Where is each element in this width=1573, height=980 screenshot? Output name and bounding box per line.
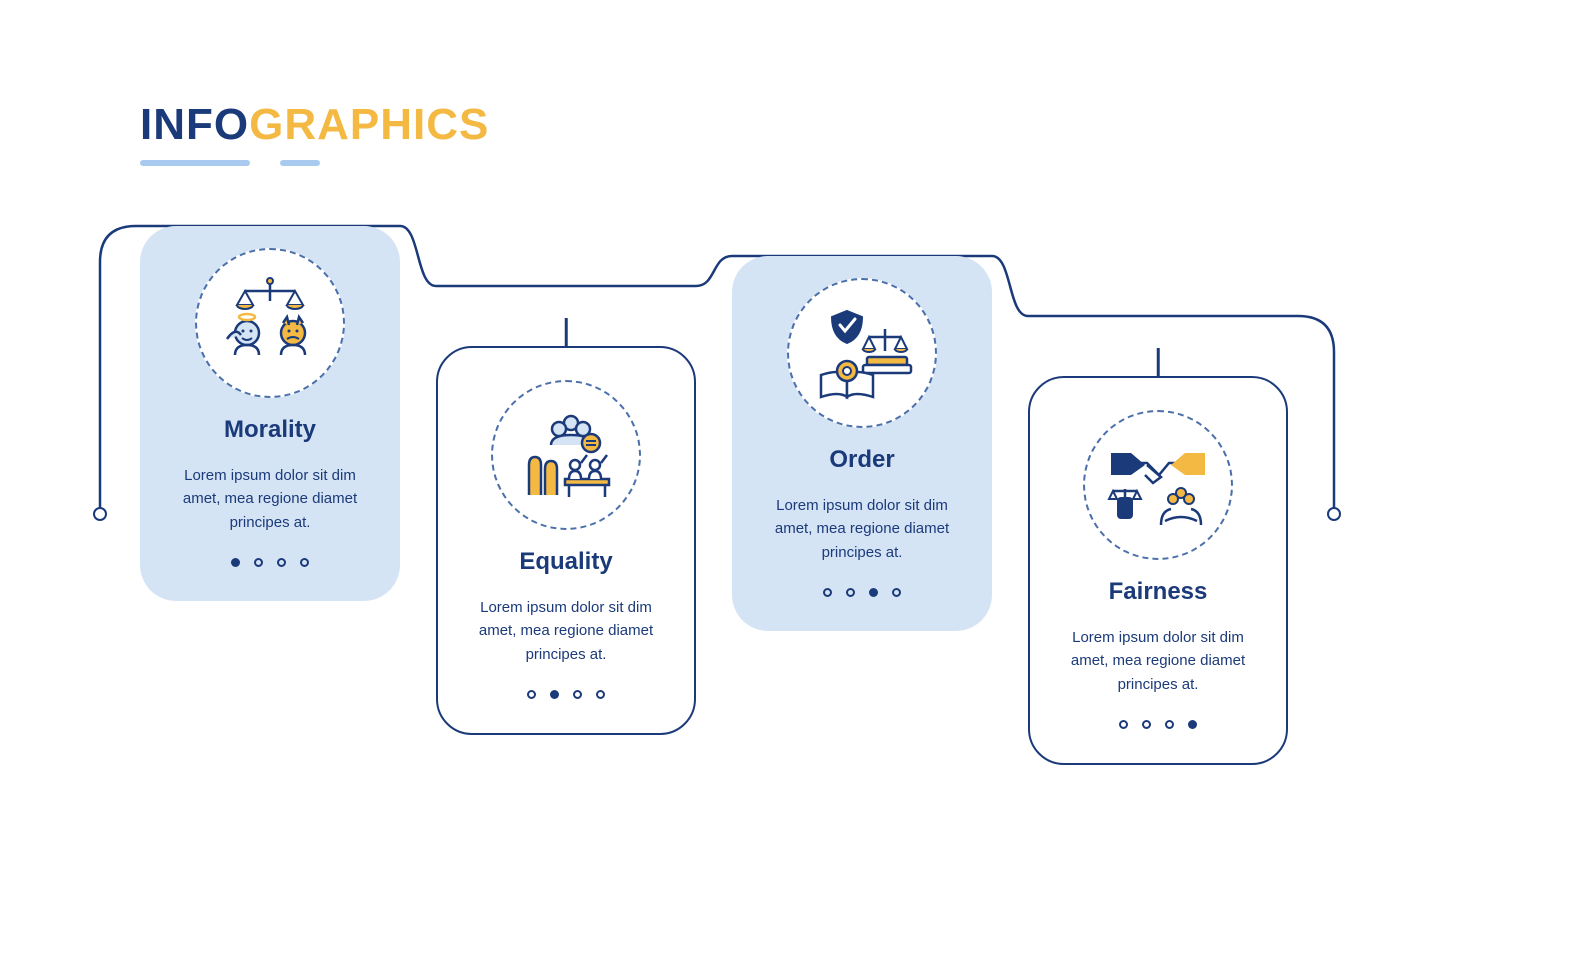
dot: [573, 690, 582, 699]
step-dots: [140, 558, 400, 567]
dot: [823, 588, 832, 597]
card-title: Equality: [438, 548, 694, 576]
dot: [869, 588, 878, 597]
cards-container: Morality Lorem ipsum dolor sit dim amet, …: [140, 226, 1420, 866]
dot: [550, 690, 559, 699]
dot: [254, 558, 263, 567]
dot: [1119, 720, 1128, 729]
card-desc: Lorem ipsum dolor sit dim amet, mea regi…: [438, 596, 694, 666]
equality-icon: [491, 380, 641, 530]
title-block: INFOGRAPHICS: [140, 100, 1420, 166]
dot: [596, 690, 605, 699]
morality-icon: [195, 248, 345, 398]
card-order: Order Lorem ipsum dolor sit dim amet, mea…: [732, 256, 992, 631]
dot: [300, 558, 309, 567]
card-title: Morality: [140, 416, 400, 444]
step-dots: [1030, 720, 1286, 729]
card-equality: Equality Lorem ipsum dolor sit dim amet, …: [436, 346, 696, 735]
card-title: Order: [732, 446, 992, 474]
connector-start-node: [93, 507, 107, 521]
order-icon: [787, 278, 937, 428]
dot: [277, 558, 286, 567]
title-underline: [140, 160, 320, 166]
card-fairness: Fairness Lorem ipsum dolor sit dim amet, …: [1028, 376, 1288, 765]
card-desc: Lorem ipsum dolor sit dim amet, mea regi…: [732, 494, 992, 564]
card-title: Fairness: [1030, 578, 1286, 606]
card-morality: Morality Lorem ipsum dolor sit dim amet, …: [140, 226, 400, 601]
page-title: INFOGRAPHICS: [140, 100, 1420, 150]
connector-end-node: [1327, 507, 1341, 521]
card-desc: Lorem ipsum dolor sit dim amet, mea regi…: [140, 464, 400, 534]
dot: [527, 690, 536, 699]
title-part-1: INFO: [140, 100, 249, 149]
dot: [231, 558, 240, 567]
dot: [1165, 720, 1174, 729]
dot: [846, 588, 855, 597]
infographic-stage: INFOGRAPHICS Morality Lorem ipsum dolor s…: [140, 100, 1420, 866]
step-dots: [438, 690, 694, 699]
dot: [1188, 720, 1197, 729]
dot: [892, 588, 901, 597]
title-part-2: GRAPHICS: [249, 100, 489, 149]
step-dots: [732, 588, 992, 597]
card-desc: Lorem ipsum dolor sit dim amet, mea regi…: [1030, 626, 1286, 696]
dot: [1142, 720, 1151, 729]
fairness-icon: [1083, 410, 1233, 560]
